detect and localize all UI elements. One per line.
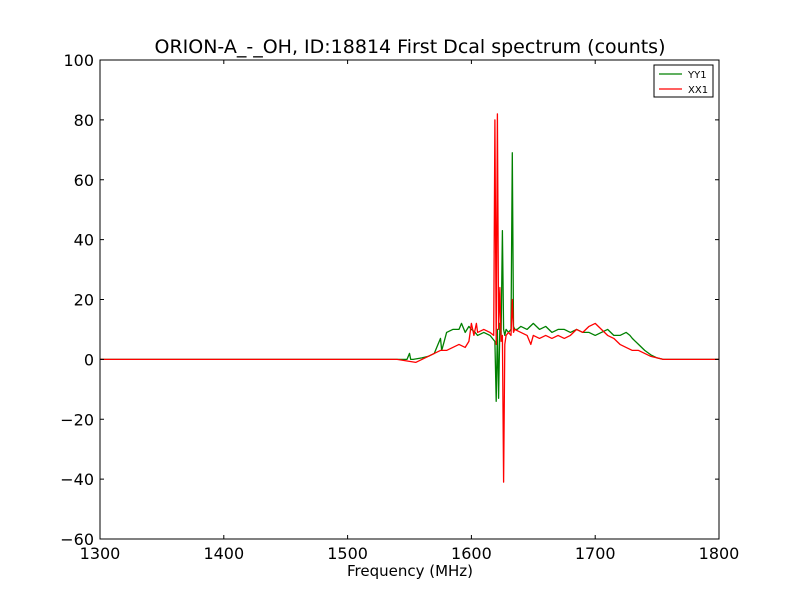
- x-axis-label: Frequency (MHz): [347, 562, 473, 580]
- y-tick-label: −20: [60, 410, 94, 429]
- x-tick-label: 1300: [80, 544, 121, 563]
- y-tick-label: −60: [60, 530, 94, 549]
- series-layer: [100, 113, 719, 483]
- x-tick-label: 1700: [575, 544, 616, 563]
- y-axis: −60 −40 −20 0 20 40 60 80 100: [60, 51, 719, 549]
- legend-label-xx1: XX1: [688, 85, 708, 96]
- y-tick-label: 100: [63, 51, 94, 70]
- chart-title: ORION-A_-_OH, ID:18814 First Dcal spectr…: [155, 36, 666, 58]
- series-line-xx1: [100, 113, 719, 483]
- x-tick-label: 1800: [699, 544, 740, 563]
- legend-label-yy1: YY1: [687, 70, 707, 81]
- y-tick-label: 20: [74, 291, 94, 310]
- legend-box: [653, 64, 714, 98]
- y-tick-label: 40: [74, 231, 94, 250]
- series-line-yy1: [100, 152, 719, 402]
- y-tick-label: −40: [60, 470, 94, 489]
- y-tick-label: 0: [84, 350, 94, 369]
- x-tick-label: 1600: [451, 544, 492, 563]
- x-tick-label: 1500: [327, 544, 368, 563]
- y-tick-label: 60: [74, 171, 94, 190]
- y-tick-label: 80: [74, 111, 94, 130]
- x-tick-label: 1400: [203, 544, 244, 563]
- x-axis: 1300 1400 1500 1600 1700 1800: [80, 60, 740, 563]
